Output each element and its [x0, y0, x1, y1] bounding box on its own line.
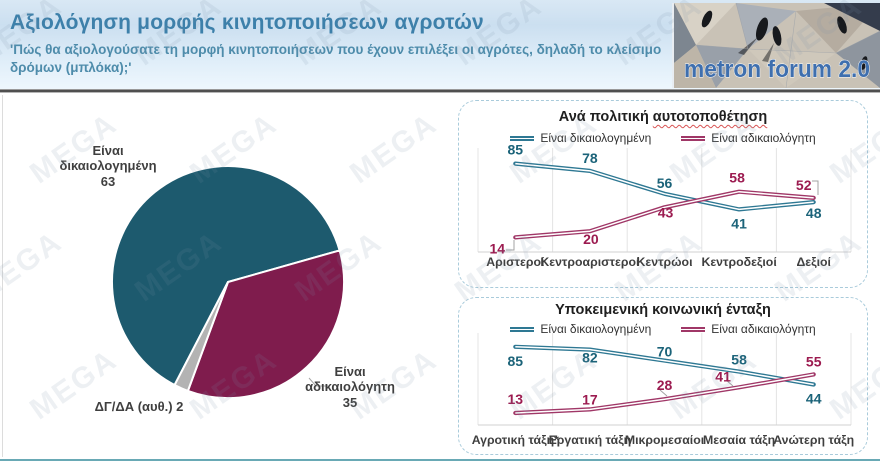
data-label: 58 [729, 170, 745, 186]
pie-callout-justified: Είναι δικαιολογημένη 63 [48, 143, 168, 189]
data-label: 17 [582, 391, 598, 407]
chart-title-underlined-word: αυτοτοποθέτηση [652, 109, 768, 125]
metron-forum-logo: metron forum 2.0 [672, 3, 880, 88]
legend-marker-teal [510, 135, 535, 141]
legend-marker-teal [510, 326, 535, 332]
data-label: 44 [806, 391, 822, 407]
data-label: 55 [806, 353, 822, 369]
data-label: 58 [731, 352, 747, 368]
label-leader-line [659, 389, 668, 397]
slide-left-edge [2, 95, 3, 457]
bottom-accent-bar [0, 459, 880, 461]
x-axis-label: Μεσαία τάξη [703, 433, 775, 447]
series-line-core [515, 162, 814, 211]
chart-title-text: Ανά πολιτική [558, 109, 649, 125]
pie-callout-label: Είναι δικαιολογημένη [59, 143, 157, 173]
pie-slice [173, 281, 229, 392]
line-chart-political: 85 78 56 41 48 14 20 43 58 52 ΑριστεροίΚεντροαριστ… [477, 142, 852, 269]
series-line-core [515, 373, 814, 414]
pie-callout-label: Είναι αδικαιολόγητη [305, 364, 395, 394]
mega-watermark: MEGA [344, 106, 444, 191]
pie-callout-value: 63 [100, 174, 116, 189]
data-label: 70 [657, 344, 673, 360]
legend-item-justified: Είναι δικαιολογημένη [510, 322, 651, 336]
page-title: Αξιολόγηση μορφής κινητοποιήσεων αγροτών [10, 11, 484, 34]
header: Αξιολόγηση μορφής κινητοποιήσεων αγροτών… [0, 0, 880, 89]
label-leader-line [725, 379, 734, 387]
legend-label: Είναι αδικαιολόγητη [711, 322, 816, 336]
series-line-core [515, 346, 814, 386]
legend-item-unjustified: Είναι αδικαιολόγητη [681, 322, 816, 336]
x-axis-label: Μικρομεσαίοι [625, 433, 704, 447]
data-label: 28 [657, 377, 673, 393]
pie-chart [111, 165, 345, 400]
mega-watermark: MEGA [24, 342, 124, 427]
panel-political-position: Ανά πολιτική αυτοτοποθέτηση Είναι δικαιολ… [458, 100, 868, 288]
x-axis-label: Εργατική τάξη [549, 433, 632, 447]
data-label: 56 [657, 175, 673, 191]
chart-title-social: Υποκειμενική κοινωνική ένταξη [555, 302, 771, 318]
pie-leader-line [308, 377, 329, 387]
data-label: 85 [508, 142, 524, 158]
pie-callout-unjustified: Είναι αδικαιολόγητη 35 [290, 364, 410, 410]
x-axis-label: Δεξιοί [796, 255, 831, 269]
data-label: 41 [715, 368, 731, 384]
x-axis-label: Αγροτική τάξη* [472, 433, 559, 447]
pie-slice [111, 165, 341, 386]
data-label: 20 [583, 231, 599, 247]
pie-callout-label: ΔΓ/ΔΑ (αυθ.) [94, 399, 173, 414]
legend-label: Είναι δικαιολογημένη [540, 131, 652, 145]
data-label: 48 [806, 205, 822, 221]
legend-marker-maroon [681, 135, 706, 141]
data-label: 82 [582, 350, 598, 366]
legend-item-justified: Είναι δικαιολογημένη [510, 131, 651, 145]
data-label: 78 [582, 150, 598, 166]
legend-label: Είναι αδικαιολόγητη [711, 131, 816, 145]
legend-label: Είναι δικαιολογημένη [540, 322, 652, 336]
data-label: 13 [508, 391, 524, 407]
chart-legend: Είναι δικαιολογημένη Είναι αδικαιολόγητη [459, 131, 867, 145]
legend-item-unjustified: Είναι αδικαιολόγητη [681, 131, 816, 145]
pie-callout-value: 35 [342, 395, 358, 410]
x-axis-label: Ανώτερη τάξη [773, 433, 854, 447]
chart-legend: Είναι δικαιολογημένη Είναι αδικαιολόγητη [459, 322, 867, 336]
series-line-core [515, 190, 814, 239]
x-axis-label: Κεντρώοι [637, 255, 693, 269]
header-divider [0, 89, 880, 93]
data-label: 85 [508, 353, 524, 369]
x-axis-label: Αριστεροί [486, 255, 545, 269]
mega-watermark: MEGA [0, 224, 69, 309]
label-leader-line [812, 180, 819, 195]
data-label: 41 [731, 215, 747, 231]
x-axis-label: Κεντροαριστεροί [540, 255, 640, 269]
pie-callout-value: 2 [176, 399, 184, 414]
page-subtitle: 'Πώς θα αξιολογούσατε τη μορφή κινητοποι… [10, 42, 662, 75]
panel-social-class: Υποκειμενική κοινωνική ένταξη Είναι δικα… [458, 297, 868, 455]
data-label: 52 [796, 177, 812, 193]
pie-callout-dk-na: ΔΓ/ΔΑ (αυθ.) 2 [59, 399, 219, 414]
x-axis-label: Κεντροδεξιοί [701, 255, 777, 269]
data-label: 43 [658, 204, 674, 220]
label-leader-line [506, 240, 515, 251]
logo-text: metron forum 2.0 [684, 56, 870, 83]
legend-marker-maroon [681, 326, 706, 332]
chart-title-political: Ανά πολιτική αυτοτοποθέτηση [459, 109, 867, 125]
logo-people-figures [701, 10, 868, 70]
data-label: 14 [490, 240, 506, 256]
line-chart-social: 85 82 70 58 44 13 17 28 41 55 Αγροτική τάξη*Εργατι… [472, 333, 854, 447]
